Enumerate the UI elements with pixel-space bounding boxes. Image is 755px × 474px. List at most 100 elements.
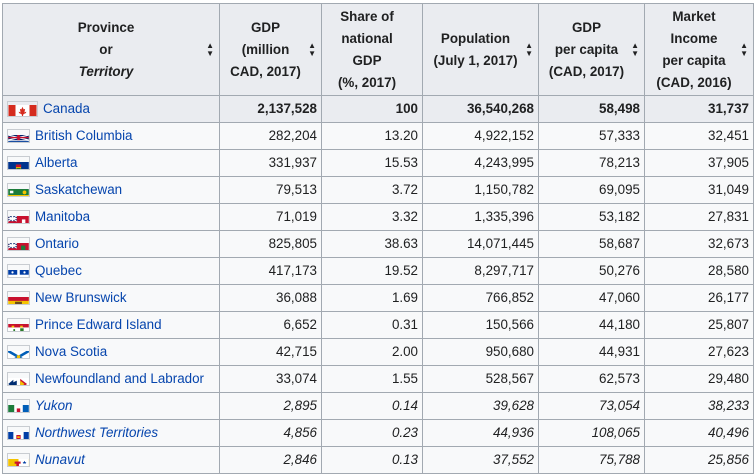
- header-line: Share of: [340, 8, 394, 24]
- province-link[interactable]: Newfoundland and Labrador: [35, 371, 204, 386]
- table-row: Manitoba 71,019 3.32 1,335,396 53,182 27,831: [2, 203, 754, 231]
- nova-scotia-flag-icon[interactable]: [7, 345, 30, 360]
- header-line: or: [99, 41, 113, 57]
- market-income-cell: 26,177: [644, 284, 754, 312]
- gdp-cell: 6,652: [219, 311, 322, 339]
- province-link[interactable]: Prince Edward Island: [35, 317, 162, 332]
- province-link[interactable]: Manitoba: [35, 209, 91, 224]
- population-cell: 950,680: [422, 338, 539, 366]
- population-cell: 4,922,152: [422, 122, 539, 150]
- gdp-cell: 36,088: [219, 284, 322, 312]
- header-line: Territory: [78, 63, 134, 79]
- header-market-income[interactable]: Market Income per capita (CAD, 2016) ▲ ▼: [644, 3, 754, 96]
- header-row: Province or Territory ▲ ▼ GDP (million CA…: [2, 3, 754, 96]
- header-line: per capita: [554, 41, 619, 57]
- province-link[interactable]: Saskatchewan: [35, 182, 123, 197]
- gdp-table: Province or Territory ▲ ▼ GDP (million CA…: [2, 3, 754, 474]
- gdp-cell: 825,805: [219, 230, 322, 258]
- province-link[interactable]: Yukon: [35, 398, 73, 413]
- gdp-per-capita-cell: 44,180: [538, 311, 645, 339]
- population-cell: 44,936: [422, 419, 539, 447]
- province-link[interactable]: New Brunswick: [35, 290, 127, 305]
- header-province[interactable]: Province or Territory ▲ ▼: [2, 3, 220, 96]
- header-share[interactable]: Share of national GDP (%, 2017): [321, 3, 423, 96]
- canada-flag-icon[interactable]: [7, 101, 38, 118]
- table-row: New Brunswick 36,088 1.69 766,852 47,060 26,1…: [2, 284, 754, 312]
- province-link[interactable]: Northwest Territories: [35, 425, 159, 440]
- header-line: Population: [440, 30, 511, 46]
- table-row: Saskatchewan 79,513 3.72 1,150,782 69,095 31,…: [2, 176, 754, 204]
- saskatchewan-flag-icon[interactable]: [7, 183, 30, 198]
- table-row: Yukon 2,895 0.14 39,628 73,054 38,233: [2, 392, 754, 420]
- share-cell: 0.31: [321, 311, 423, 339]
- gdp-cell: 42,715: [219, 338, 322, 366]
- header-line: Province: [77, 19, 135, 35]
- new-brunswick-flag-icon[interactable]: [7, 291, 30, 306]
- manitoba-flag-icon[interactable]: [7, 210, 30, 225]
- province-link[interactable]: Ontario: [35, 236, 79, 251]
- province-cell: Saskatchewan: [2, 176, 220, 204]
- gdp-cell: 2,137,528: [219, 95, 322, 123]
- population-cell: 766,852: [422, 284, 539, 312]
- table-row: Quebec 417,173 19.52 8,297,717 50,276 28,580: [2, 257, 754, 285]
- newfoundland-flag-icon[interactable]: [7, 372, 30, 387]
- prince-edward-island-flag-icon[interactable]: [7, 318, 30, 333]
- market-income-cell: 28,580: [644, 257, 754, 285]
- share-cell: 1.69: [321, 284, 423, 312]
- sort-icon[interactable]: ▲ ▼: [308, 40, 316, 58]
- alberta-flag-icon[interactable]: [7, 156, 30, 171]
- sort-icon[interactable]: ▲ ▼: [631, 40, 639, 58]
- header-line: national GDP: [341, 30, 393, 68]
- province-cell: Yukon: [2, 392, 220, 420]
- market-income-cell: 31,049: [644, 176, 754, 204]
- header-line: (July 1, 2017): [433, 52, 518, 68]
- header-gdp[interactable]: GDP (million CAD, 2017) ▲ ▼: [219, 3, 322, 96]
- table-row: Newfoundland and Labrador 33,074 1.55 528,5…: [2, 365, 754, 393]
- table-row: Nova Scotia 42,715 2.00 950,680 44,931 27,623: [2, 338, 754, 366]
- province-link[interactable]: British Columbia: [35, 128, 133, 143]
- market-income-cell: 25,856: [644, 446, 754, 474]
- header-population[interactable]: Population (July 1, 2017) ▲ ▼: [422, 3, 539, 96]
- table-row: Northwest Territories 4,856 0.23 44,936 108,…: [2, 419, 754, 447]
- gdp-per-capita-cell: 58,687: [538, 230, 645, 258]
- table-row: Alberta 331,937 15.53 4,243,995 78,213 37,905: [2, 149, 754, 177]
- population-cell: 37,552: [422, 446, 539, 474]
- province-link[interactable]: Alberta: [35, 155, 78, 170]
- gdp-per-capita-cell: 78,213: [538, 149, 645, 177]
- sort-icon[interactable]: ▲ ▼: [206, 40, 214, 58]
- province-link[interactable]: Nunavut: [35, 452, 85, 467]
- share-cell: 3.72: [321, 176, 423, 204]
- header-line: GDP: [250, 19, 281, 35]
- population-cell: 8,297,717: [422, 257, 539, 285]
- northwest-territories-flag-icon[interactable]: [7, 426, 30, 441]
- market-income-cell: 27,831: [644, 203, 754, 231]
- share-cell: 0.23: [321, 419, 423, 447]
- gdp-per-capita-cell: 57,333: [538, 122, 645, 150]
- gdp-cell: 2,895: [219, 392, 322, 420]
- british-columbia-flag-icon[interactable]: [7, 129, 30, 144]
- market-income-cell: 40,496: [644, 419, 754, 447]
- province-cell: New Brunswick: [2, 284, 220, 312]
- province-link[interactable]: Quebec: [35, 263, 82, 278]
- province-cell: British Columbia: [2, 122, 220, 150]
- nunavut-flag-icon[interactable]: [7, 453, 30, 468]
- ontario-flag-icon[interactable]: [7, 237, 30, 252]
- province-cell: Northwest Territories: [2, 419, 220, 447]
- table-row: Canada 2,137,528 100 36,540,268 58,498 31,737: [2, 95, 754, 123]
- province-link[interactable]: Canada: [43, 101, 90, 116]
- gdp-per-capita-cell: 62,573: [538, 365, 645, 393]
- share-cell: 0.14: [321, 392, 423, 420]
- sort-icon[interactable]: ▲ ▼: [525, 40, 533, 58]
- gdp-cell: 4,856: [219, 419, 322, 447]
- population-cell: 150,566: [422, 311, 539, 339]
- yukon-flag-icon[interactable]: [7, 399, 30, 414]
- gdp-per-capita-cell: 44,931: [538, 338, 645, 366]
- sort-icon[interactable]: ▲ ▼: [740, 40, 748, 58]
- market-income-cell: 32,451: [644, 122, 754, 150]
- header-line: Market: [672, 8, 716, 24]
- header-gdp-per-capita[interactable]: GDP per capita (CAD, 2017) ▲ ▼: [538, 3, 645, 96]
- population-cell: 39,628: [422, 392, 539, 420]
- quebec-flag-icon[interactable]: [7, 264, 30, 279]
- gdp-cell: 33,074: [219, 365, 322, 393]
- province-link[interactable]: Nova Scotia: [35, 344, 108, 359]
